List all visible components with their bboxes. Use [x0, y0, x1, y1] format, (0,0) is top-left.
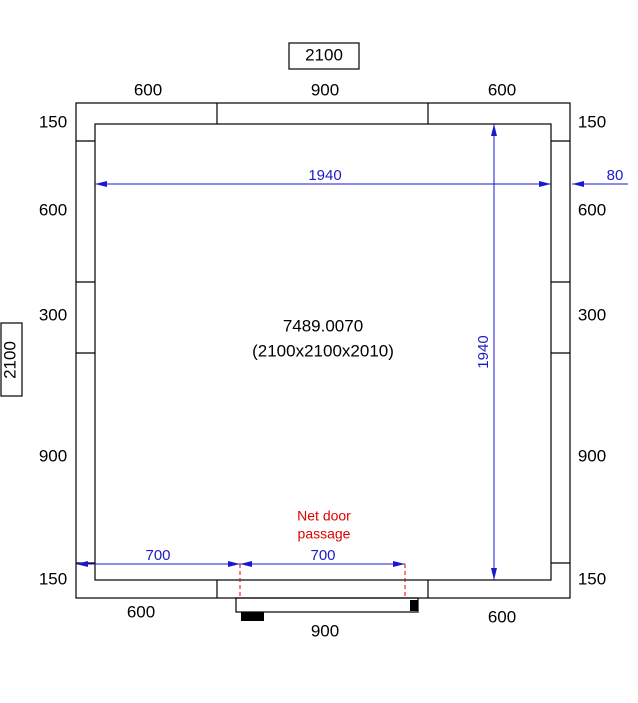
right-label: 150 — [578, 569, 606, 588]
top-label: 600 — [134, 80, 162, 99]
door-note: Net door — [297, 508, 351, 524]
overall-depth: 2100 — [0, 341, 19, 379]
door-handle — [410, 600, 418, 611]
top-label: 600 — [488, 80, 516, 99]
door-hinge — [241, 612, 264, 621]
overall-width: 2100 — [305, 45, 343, 64]
right-label: 900 — [578, 446, 606, 465]
right-label: 600 — [578, 200, 606, 219]
top-label: 900 — [311, 80, 339, 99]
product-code: 7489.0070 — [283, 316, 363, 335]
bottom-label: 900 — [311, 621, 339, 640]
left-label: 600 — [39, 200, 67, 219]
inner-wall — [94, 123, 552, 581]
left-label: 150 — [39, 569, 67, 588]
left-label: 900 — [39, 446, 67, 465]
product-size: (2100x2100x2010) — [252, 341, 394, 360]
dimension-lines — [76, 124, 628, 598]
width-box — [288, 42, 360, 70]
depth-box — [0, 322, 23, 397]
right-label: 300 — [578, 305, 606, 324]
door — [235, 597, 419, 613]
right-label: 150 — [578, 112, 606, 131]
wall-offset: 80 — [607, 167, 624, 184]
bottom-label: 600 — [488, 607, 516, 626]
left-label: 150 — [39, 112, 67, 131]
door-note: passage — [298, 526, 351, 542]
inner-height: 1940 — [475, 335, 492, 368]
left-label: 300 — [39, 305, 67, 324]
door-width: 700 — [310, 547, 335, 564]
inner-width: 1940 — [308, 167, 341, 184]
bottom-label: 600 — [127, 602, 155, 621]
door-offset: 700 — [145, 547, 170, 564]
